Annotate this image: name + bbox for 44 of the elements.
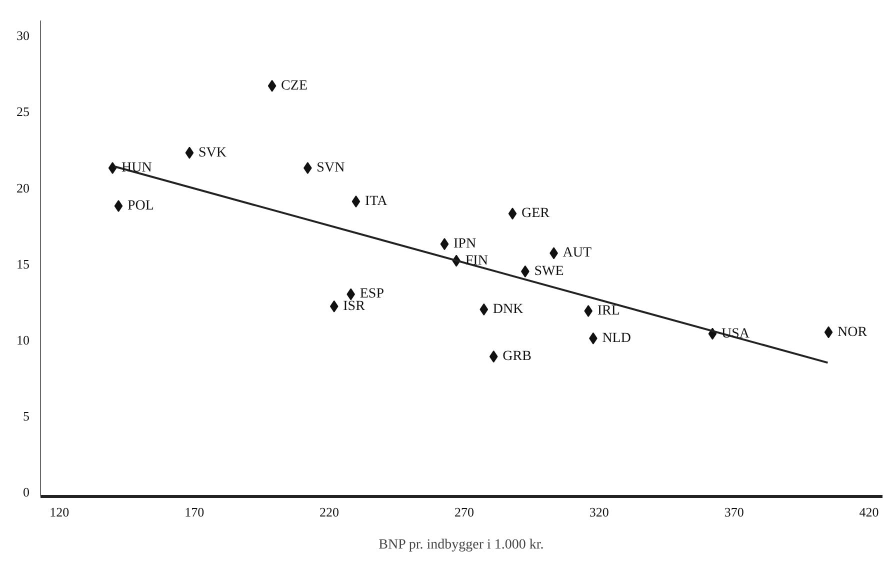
annotation: GRB [502, 349, 532, 364]
x-axis-title: BNP pr. indbygger i 1.000 kr. [378, 538, 544, 552]
annotation: NLD [602, 330, 631, 346]
y-tick-label: 20 [16, 180, 30, 196]
annotation: FIN [465, 253, 488, 268]
point [346, 288, 356, 300]
annotation: IRL [597, 303, 620, 318]
point [114, 200, 123, 212]
point [330, 300, 338, 312]
x-tick-label: 370 [724, 504, 744, 520]
y-tick-label: 5 [23, 408, 30, 424]
point [440, 238, 449, 250]
point [489, 350, 498, 363]
point [824, 326, 833, 338]
point [108, 162, 117, 174]
y-tick-label: 30 [16, 28, 30, 44]
x-tick-label: 120 [50, 504, 70, 520]
annotation: SVK [198, 145, 226, 160]
annotation: DNK [492, 302, 524, 317]
point [268, 80, 276, 92]
x-tick-label: 270 [454, 504, 474, 520]
x-tick-label: 170 [184, 504, 204, 520]
point [508, 208, 517, 220]
annotation: HUN [122, 160, 152, 176]
y-tick-label: 10 [16, 332, 30, 348]
point [584, 304, 593, 317]
point [185, 146, 194, 159]
x-tick-label: 420 [859, 504, 879, 520]
annotation: POL [127, 198, 154, 214]
y-tick-label: 0 [23, 484, 30, 500]
y-tick-label: 25 [16, 104, 30, 120]
annotation: CZE [281, 78, 308, 94]
annotation: IPN [454, 236, 476, 252]
annotation: AUT [562, 246, 592, 261]
y-tick-label: 15 [16, 256, 30, 272]
point [352, 195, 360, 208]
x-tick-label: 220 [320, 504, 340, 520]
annotation: GER [522, 206, 550, 222]
x-tick-label: 320 [589, 504, 609, 520]
annotation: ITA [364, 194, 388, 209]
annotation: SVN [316, 160, 345, 176]
point [480, 303, 488, 316]
annotation: SWE [534, 264, 564, 279]
annotation: NOR [838, 324, 868, 340]
